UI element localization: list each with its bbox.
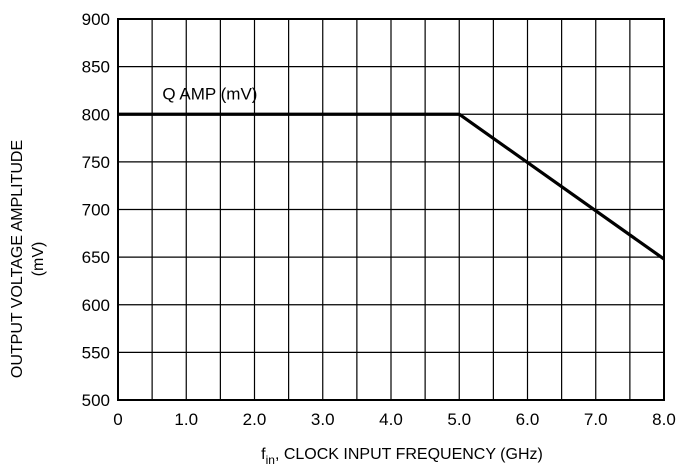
y-tick-label: 750 [82,153,110,172]
x-tick-label: 1.0 [174,410,198,429]
y-tick-label: 500 [82,391,110,410]
y-tick-labels: 500 550 600 650 700 750 800 850 900 [82,10,110,410]
x-tick-label: 7.0 [584,410,608,429]
annotations: Q AMP (mV) [162,84,257,103]
plot-border [117,18,665,401]
x-tick-label: 6.0 [516,410,540,429]
x-tick-label: 0 [113,410,122,429]
y-axis-title-line2: (mV) [30,242,47,277]
series-annotation-label: Q AMP (mV) [162,84,257,103]
y-tick-label: 550 [82,343,110,362]
y-axis-title-line1: OUTPUT VOLTAGE AMPLITUDE [9,140,26,378]
series-line-q-amp [118,112,665,261]
x-tick-label: 5.0 [447,410,471,429]
x-tick-label: 3.0 [311,410,335,429]
x-tick-label: 8.0 [652,410,676,429]
y-axis-title: OUTPUT VOLTAGE AMPLITUDE (mV) [9,140,47,378]
x-tick-labels: 0 1.0 2.0 3.0 4.0 5.0 6.0 7.0 8.0 [113,410,676,429]
x-tick-label: 4.0 [379,410,403,429]
y-tick-label: 850 [82,58,110,77]
y-tick-label: 800 [82,105,110,124]
y-tick-label: 600 [82,296,110,315]
grid [118,19,664,400]
x-axis-title: fin, CLOCK INPUT FREQUENCY (GHz) [261,446,543,466]
y-tick-label: 650 [82,248,110,267]
series-layer [118,112,665,261]
plot-frame [117,18,665,401]
y-tick-label: 900 [82,10,110,29]
x-tick-label: 2.0 [243,410,267,429]
y-tick-label: 700 [82,201,110,220]
